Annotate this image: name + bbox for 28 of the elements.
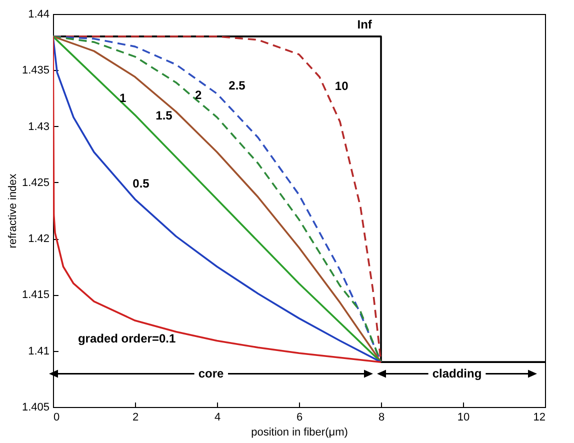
y-tick-label: 1.42 <box>28 233 50 246</box>
series-label: 2 <box>194 88 202 102</box>
y-tick-label: 1.405 <box>22 402 50 414</box>
series-label: graded order=0.1 <box>78 332 176 346</box>
y-tick-label: 1.43 <box>28 120 50 133</box>
series-label: 1.5 <box>156 108 173 123</box>
x-tick-label: 0 <box>54 412 60 424</box>
x-tick-label: 4 <box>214 412 221 424</box>
series-label: 10 <box>334 78 349 93</box>
y-tick-label: 1.425 <box>22 176 50 189</box>
x-tick-label: 8 <box>378 412 385 424</box>
line-series <box>53 36 382 363</box>
y-tick-label: 1.435 <box>22 64 50 77</box>
y-tick-label: 1.44 <box>28 8 50 20</box>
y-tick-label: 1.415 <box>22 289 50 302</box>
series-label: 0.5 <box>132 176 150 190</box>
x-tick-label: 10 <box>457 412 470 424</box>
x-axis-title: position in fiber(μm) <box>251 426 348 438</box>
y-axis-title: refractive index <box>6 173 19 248</box>
annotation: core <box>198 366 224 381</box>
x-tick-label: 2 <box>132 412 139 424</box>
series-label: Inf <box>357 17 373 32</box>
x-tick-label: 12 <box>533 412 546 424</box>
series-label: 2.5 <box>228 78 246 93</box>
x-tick-label: 6 <box>296 412 303 424</box>
annotation: cladding <box>432 366 482 381</box>
series-label: 1 <box>119 91 126 106</box>
y-tick-label: 1.41 <box>28 345 50 358</box>
